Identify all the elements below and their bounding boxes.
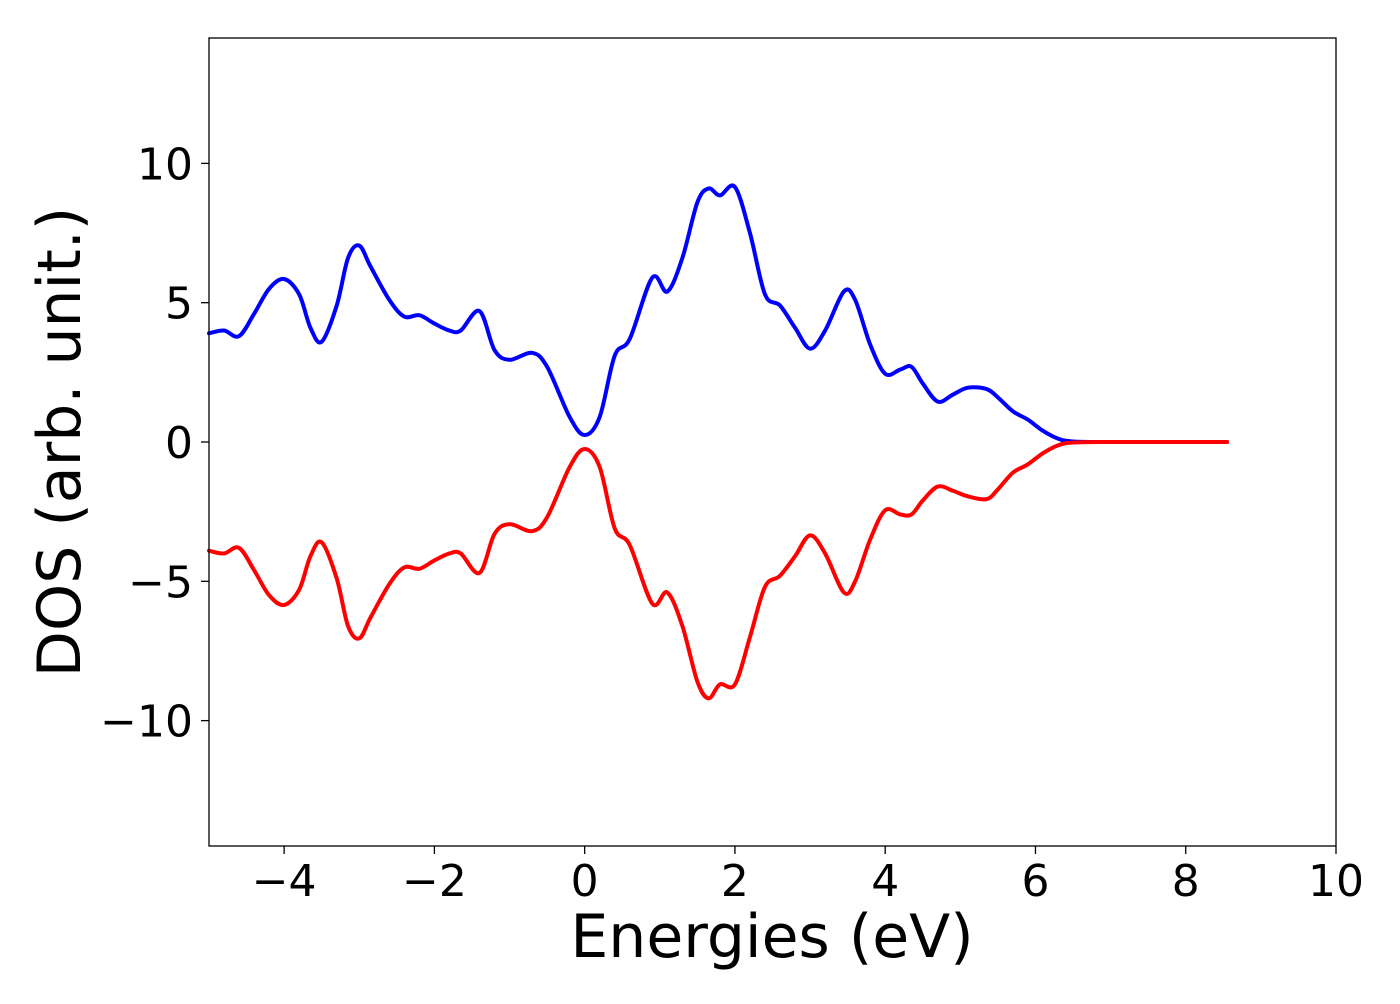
x-tick-label: 8: [1172, 856, 1200, 907]
x-axis-title: Energies (eV): [570, 902, 973, 972]
x-tick-label: 10: [1308, 856, 1364, 907]
y-axis-ticks: −10 −5 0 5 10: [100, 139, 209, 748]
x-tick-label: 6: [1021, 856, 1049, 907]
x-axis-ticks: −4 −2 0 2 4 6 8 10: [252, 846, 1364, 907]
y-tick-label: 10: [137, 139, 193, 190]
y-axis-title: DOS (arb. unit.): [25, 207, 95, 677]
dos-line-spin-up: [207, 183, 1230, 445]
y-tick-label: −10: [100, 697, 193, 748]
series-lines: [207, 183, 1230, 701]
x-tick-label: 2: [721, 856, 749, 907]
x-tick-label: −2: [402, 856, 467, 907]
x-tick-label: 0: [571, 856, 599, 907]
x-tick-label: 4: [871, 856, 899, 907]
y-tick-label: 0: [165, 418, 193, 469]
y-tick-label: 5: [165, 279, 193, 330]
dos-line-spin-down: [207, 439, 1230, 701]
x-tick-label: −4: [252, 856, 317, 907]
y-tick-label: −5: [128, 557, 193, 608]
